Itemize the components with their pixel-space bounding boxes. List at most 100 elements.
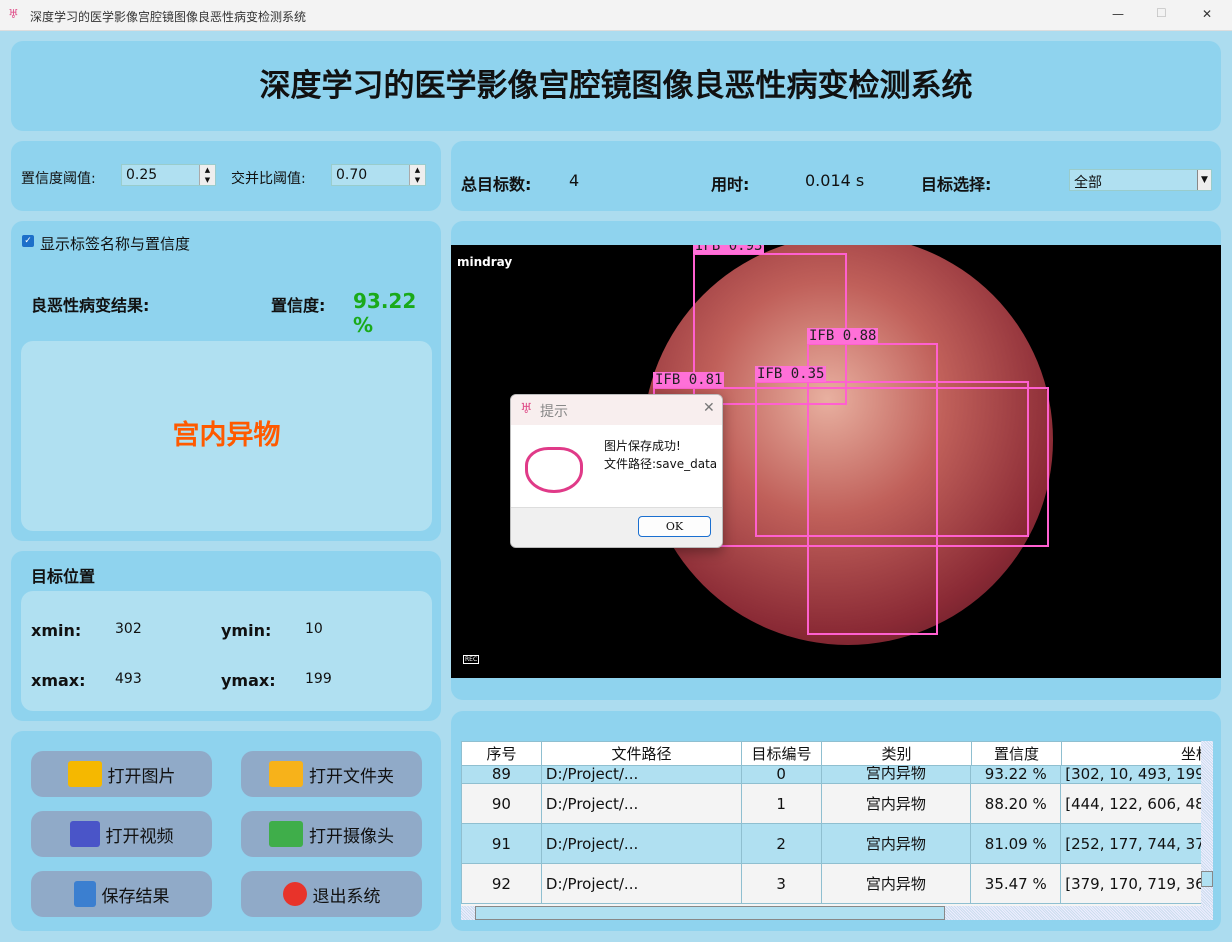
table-cell: 1: [740, 783, 822, 824]
table-cell: 91: [461, 823, 542, 864]
result-box: 宫内异物: [21, 341, 432, 531]
header-confidence[interactable]: 置信度: [971, 741, 1062, 766]
ymin-value: 10: [305, 621, 323, 637]
conf-threshold-spinbox[interactable]: 0.25 ▲ ▼: [121, 164, 216, 186]
confidence-label: 置信度:: [271, 296, 326, 315]
uterus-icon: [525, 447, 583, 493]
app-icon: ♅: [8, 7, 19, 21]
result-label: 良恶性病变结果:: [31, 296, 150, 315]
header-class[interactable]: 类别: [821, 741, 972, 766]
image-panel: mindray REC IFB 0.93 IFB 0.88 IFB 0.81 I…: [451, 221, 1221, 700]
ymax-label: ymax:: [221, 671, 276, 690]
open-video-button[interactable]: 打开视频: [31, 811, 212, 857]
dialog-message-line1: 图片保存成功!: [604, 439, 681, 453]
chevron-down-icon[interactable]: ▼: [1197, 170, 1211, 190]
detection-box: IFB 0.35: [755, 366, 1029, 537]
table-cell: [252, 177, 744, 376]: [1060, 823, 1201, 864]
save-icon: [73, 881, 96, 907]
table-cell: 35.47 %: [970, 863, 1062, 904]
maximize-button[interactable]: ☐: [1156, 6, 1167, 20]
table-cell: 2: [740, 823, 822, 864]
table-row[interactable]: 90 D:/Project/... 1 宫内异物 88.20 % [444, 122, 6…: [461, 783, 1201, 824]
results-table: 89 D:/Project/... 0 宫内异物 93.22 % [302, 10, 49…: [461, 741, 1201, 906]
table-cell: D:/Project/...: [540, 823, 742, 864]
xmin-label: xmin:: [31, 621, 82, 640]
image-icon: [67, 761, 102, 787]
minimize-button[interactable]: —: [1112, 7, 1124, 21]
table-cell: 81.09 %: [970, 823, 1062, 864]
result-panel: ✓ 显示标签名称与置信度 良恶性病变结果: 置信度: 93.22 % 宫内异物: [11, 221, 441, 541]
show-label-checkbox[interactable]: ✓: [22, 235, 34, 247]
table-cell: [444, 122, 606, 486]: [1060, 783, 1201, 824]
time-value: 0.014 s: [805, 171, 865, 190]
hscroll-thumb[interactable]: [475, 906, 945, 920]
open-image-button[interactable]: 打开图片: [31, 751, 212, 797]
table-row[interactable]: 92 D:/Project/... 3 宫内异物 35.47 % [379, 170, 7…: [461, 863, 1201, 904]
total-targets-label: 总目标数:: [461, 175, 532, 194]
open-camera-button[interactable]: 打开摄像头: [241, 811, 422, 857]
table-cell: D:/Project/...: [540, 863, 742, 904]
scroll-thumb[interactable]: [1201, 871, 1213, 887]
brand-logo: mindray: [457, 255, 513, 269]
table-row[interactable]: 91 D:/Project/... 2 宫内异物 81.09 % [252, 177, 7…: [461, 823, 1201, 864]
horizontal-scrollbar[interactable]: [461, 906, 1213, 920]
total-targets-value: 4: [569, 171, 580, 190]
xmin-value: 302: [115, 621, 142, 637]
dialog-title: 提示: [540, 404, 568, 420]
threshold-panel: 置信度阈值: 0.25 ▲ ▼ 交并比阈值: 0.70 ▲ ▼: [11, 141, 441, 211]
table-cell: 92: [461, 863, 542, 904]
conf-threshold-label: 置信度阈值:: [21, 171, 96, 187]
table-cell: 宫内异物: [820, 783, 972, 824]
stats-panel: 总目标数: 4 用时: 0.014 s 目标选择: 全部 ▼: [451, 141, 1221, 211]
button-panel: 打开图片 打开文件夹 打开视频 打开摄像头 保存结果 退出系统: [11, 731, 441, 931]
table-header: 序号 文件路径 目标编号 类别 置信度 坐标位置: [461, 741, 1201, 766]
show-label-text: 显示标签名称与置信度: [40, 235, 191, 253]
result-class: 宫内异物: [172, 420, 281, 451]
target-select-dropdown[interactable]: 全部 ▼: [1069, 169, 1212, 191]
title-bar: ♅ 深度学习的医学影像宫腔镜图像良恶性病变检测系统 — ☐ ✕: [0, 0, 1232, 31]
table-cell: 3: [740, 863, 822, 904]
iou-threshold-label: 交并比阈值:: [231, 171, 306, 187]
target-select-label: 目标选择:: [921, 175, 992, 194]
vertical-scrollbar[interactable]: [1201, 741, 1213, 906]
table-cell: 宫内异物: [820, 863, 972, 904]
detection-image: mindray REC IFB 0.93 IFB 0.88 IFB 0.81 I…: [451, 245, 1221, 678]
table-cell: 宫内异物: [820, 823, 972, 864]
dialog-titlebar: ♅ 提示 ✕: [511, 395, 722, 425]
iou-threshold-spinbox[interactable]: 0.70 ▲ ▼: [331, 164, 426, 186]
header-target-id[interactable]: 目标编号: [741, 741, 822, 766]
table-cell: [379, 170, 719, 364]: [1060, 863, 1201, 904]
rec-indicator: REC: [463, 655, 480, 664]
position-box: xmin: 302 ymin: 10 xmax: 493 ymax: 199: [21, 591, 432, 711]
dialog-footer: OK: [511, 507, 722, 547]
window-title: 深度学习的医学影像宫腔镜图像良恶性病变检测系统: [30, 10, 307, 24]
header-panel: 深度学习的医学影像宫腔镜图像良恶性病变检测系统: [11, 41, 1221, 131]
message-dialog: ♅ 提示 ✕ 图片保存成功! 文件路径:save_data OK: [510, 394, 723, 548]
position-panel: 目标位置 xmin: 302 ymin: 10 xmax: 493 ymax: …: [11, 551, 441, 721]
xmax-value: 493: [115, 671, 142, 687]
table-panel: 89 D:/Project/... 0 宫内异物 93.22 % [302, 10, 49…: [451, 711, 1221, 931]
time-label: 用时:: [711, 175, 750, 194]
header-path[interactable]: 文件路径: [541, 741, 742, 766]
save-button[interactable]: 保存结果: [31, 871, 212, 917]
close-button[interactable]: ✕: [1202, 7, 1213, 21]
camera-icon: [269, 821, 303, 847]
confidence-value: 93.22 %: [353, 289, 417, 337]
folder-icon: [269, 761, 303, 787]
ymax-value: 199: [305, 671, 332, 687]
header-coords[interactable]: 坐标位置: [1061, 741, 1201, 766]
dialog-close-icon[interactable]: ✕: [703, 400, 715, 416]
header-index[interactable]: 序号: [461, 741, 542, 766]
table-cell: D:/Project/...: [540, 783, 742, 824]
video-icon: [69, 821, 100, 847]
position-title: 目标位置: [31, 567, 96, 586]
app-icon: ♅: [520, 401, 533, 417]
ok-button[interactable]: OK: [638, 516, 711, 537]
ymin-label: ymin:: [221, 621, 272, 640]
dialog-message-line2: 文件路径:save_data: [604, 457, 718, 471]
table-cell: 88.20 %: [970, 783, 1062, 824]
exit-button[interactable]: 退出系统: [241, 871, 422, 917]
detection-box: IFB 0.88: [807, 328, 938, 635]
table-cell: 90: [461, 783, 542, 824]
open-folder-button[interactable]: 打开文件夹: [241, 751, 422, 797]
